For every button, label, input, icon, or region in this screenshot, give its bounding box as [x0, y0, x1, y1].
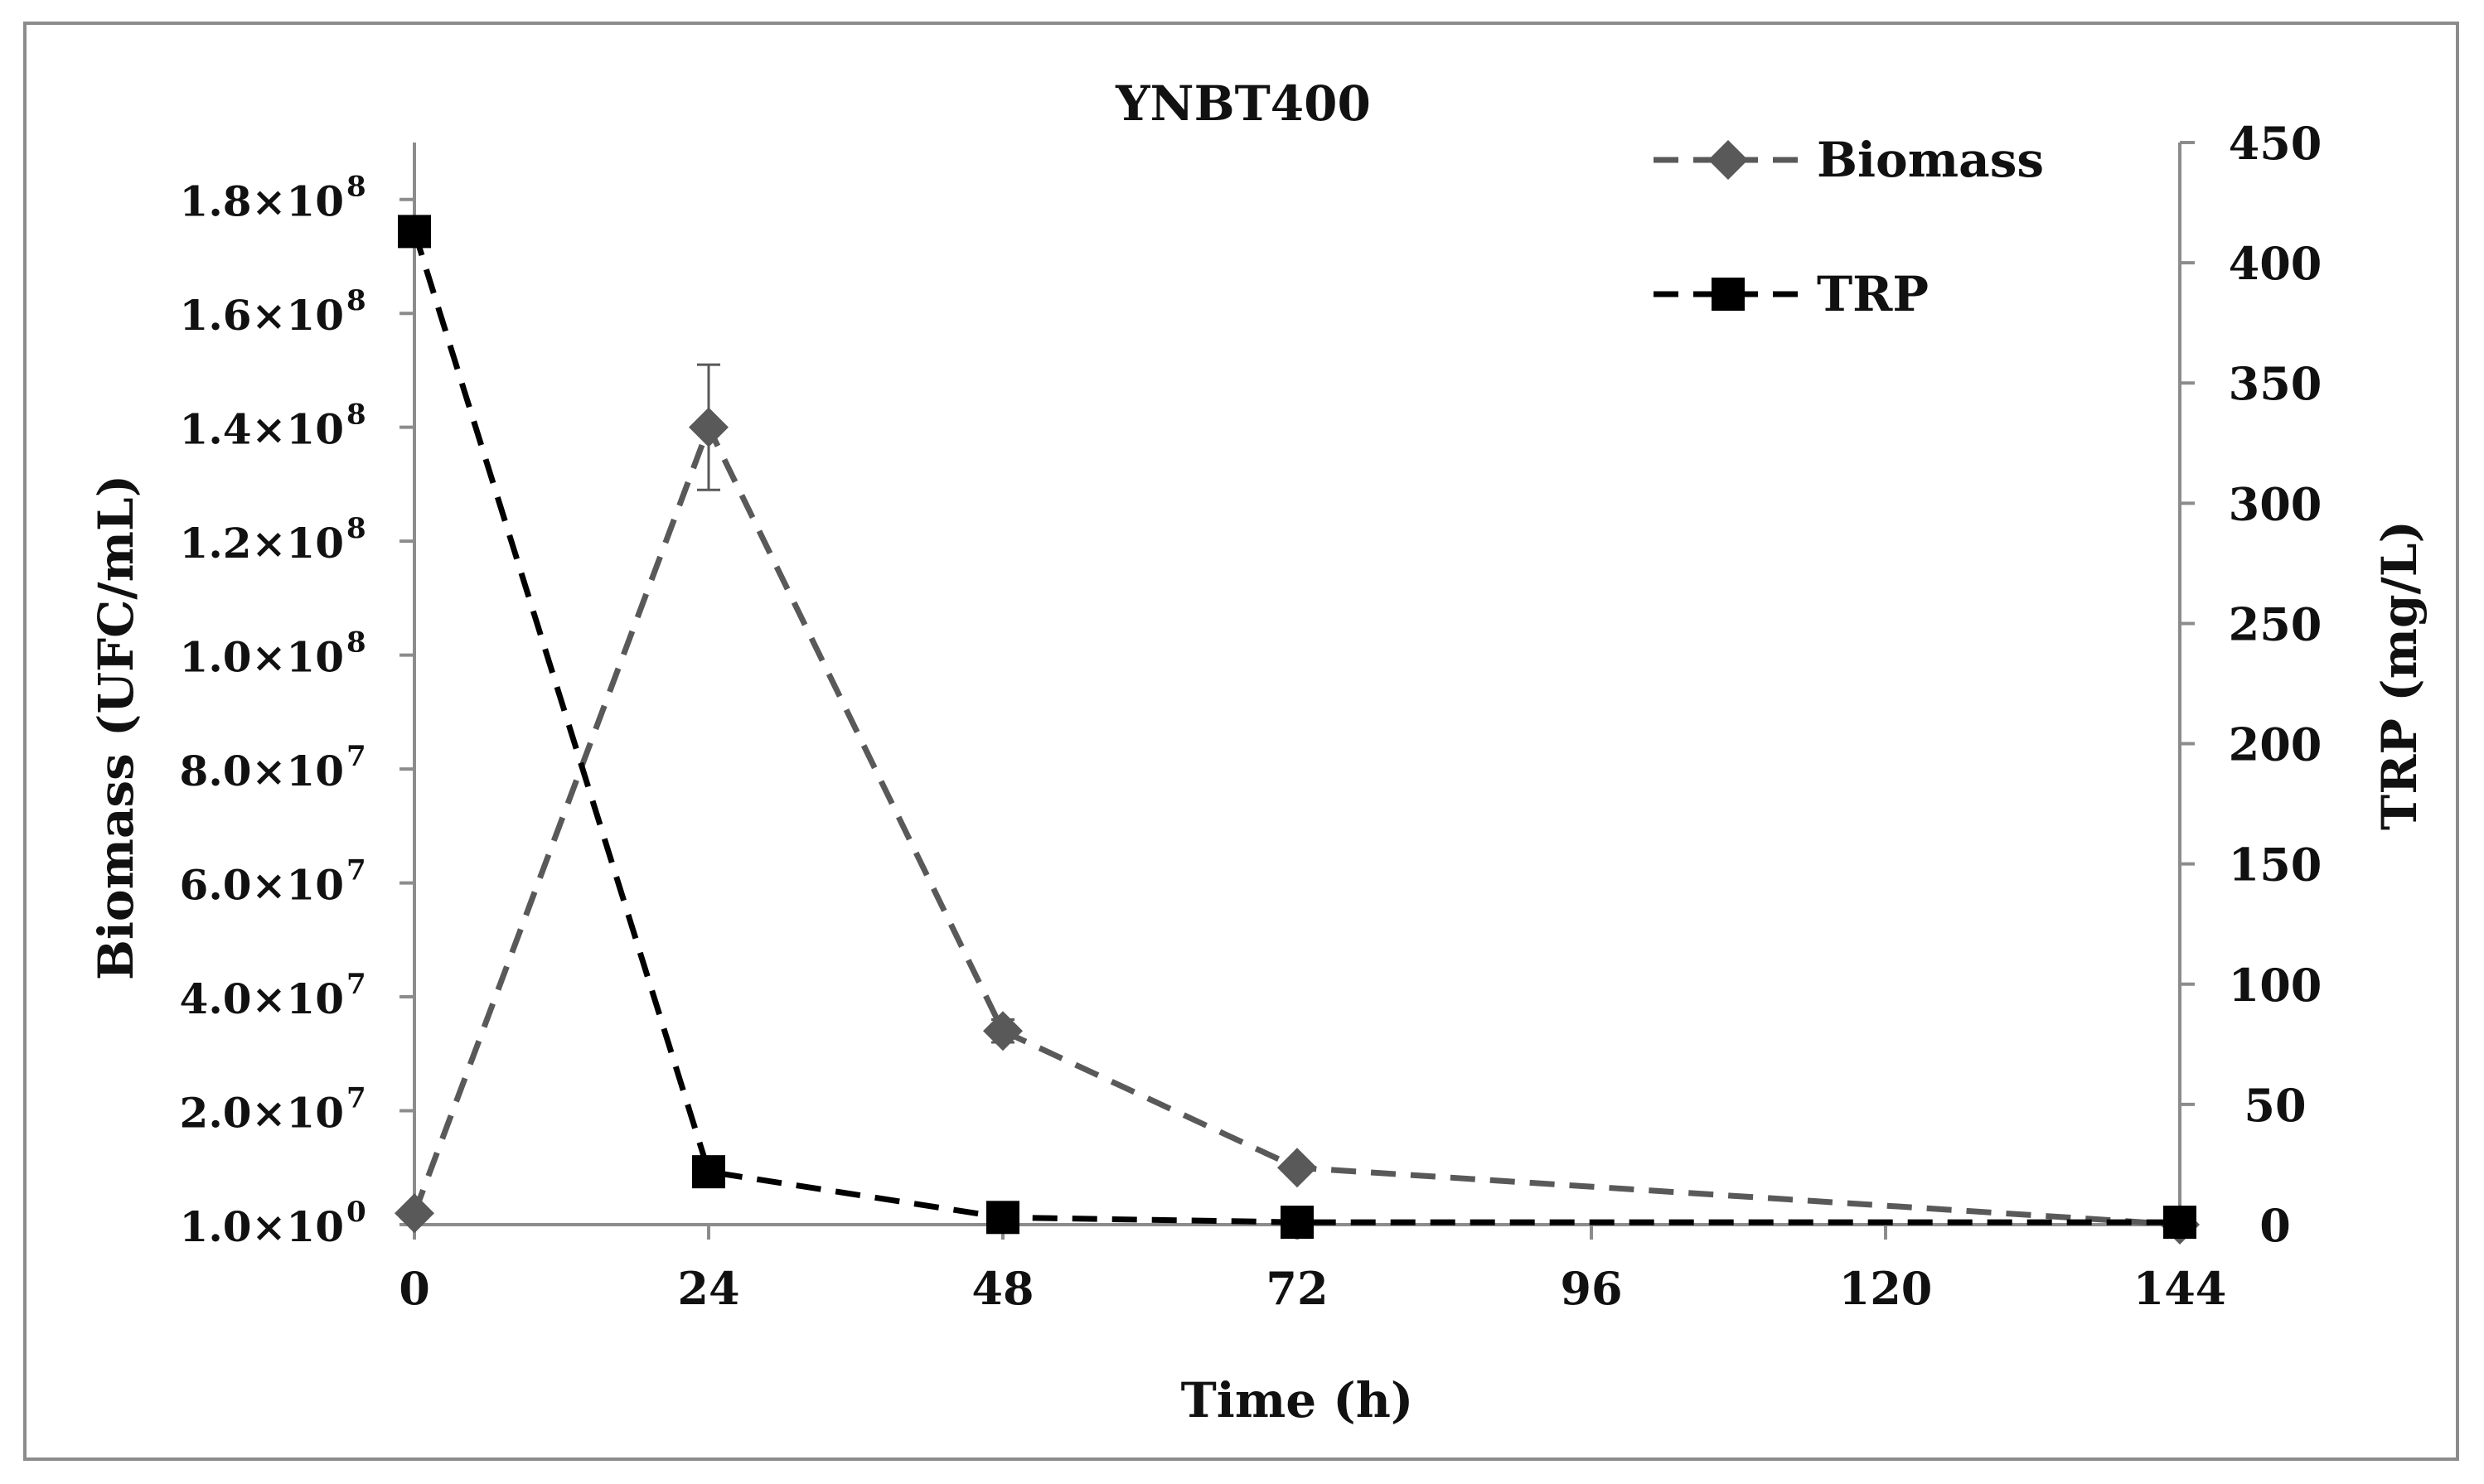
y2-tick-label: 50 [2244, 1079, 2306, 1132]
data-point-biomass [1277, 1148, 1317, 1188]
chart-title: YNBT400 [1115, 75, 1371, 132]
y-tick-exponent: 8 [346, 284, 366, 317]
y2-tick-label: 400 [2229, 237, 2322, 290]
y-tick-label: 1.6×10 [180, 291, 344, 340]
y-tick-label: 8.0×10 [180, 747, 344, 795]
y2-tick-label: 150 [2229, 839, 2322, 892]
data-point-biomass [395, 1193, 434, 1234]
legend-label-biomass: Biomass [1817, 132, 2044, 188]
y-tick-exponent: 8 [346, 399, 366, 432]
y-tick-label: 1.0×10 [180, 1202, 344, 1251]
y-tick-label: 1.4×10 [180, 405, 344, 454]
y-tick-label: 6.0×10 [180, 861, 344, 910]
legend-label-trp: TRP [1817, 266, 1929, 322]
y2-tick-label: 350 [2229, 357, 2322, 410]
y-tick-label: 1.2×10 [180, 519, 344, 568]
y-tick-exponent: 8 [346, 626, 366, 660]
y-axis-label: Biomass (UFC/mL) [88, 475, 144, 980]
legend-marker-trp [1712, 278, 1745, 311]
y-tick-exponent: 7 [346, 740, 366, 773]
y-tick-exponent: 0 [346, 1196, 366, 1229]
y2-tick-label: 100 [2229, 959, 2322, 1012]
y-tick-label: 4.0×10 [180, 974, 344, 1023]
y-tick-exponent: 7 [346, 968, 366, 1001]
y2-tick-label: 0 [2259, 1199, 2291, 1252]
y-tick-label: 2.0×10 [180, 1089, 344, 1138]
y2-axis-label: TRP (mg/L) [2371, 520, 2428, 830]
y2-tick-label: 300 [2229, 477, 2322, 530]
y2-tick-label: 450 [2229, 117, 2322, 170]
y2-tick-label: 250 [2229, 597, 2322, 650]
data-point-trp [986, 1201, 1019, 1235]
data-point-biomass [983, 1011, 1023, 1051]
series-line-biomass [411, 424, 2181, 1228]
data-point-trp [692, 1155, 725, 1189]
x-tick-label: 120 [1839, 1262, 1933, 1315]
y2-tick-label: 200 [2229, 718, 2322, 771]
y-tick-exponent: 7 [346, 1082, 366, 1115]
x-axis-label: Time (h) [1181, 1372, 1414, 1428]
data-point-trp [2163, 1206, 2196, 1240]
y-tick-exponent: 8 [346, 512, 366, 545]
x-tick-label: 96 [1560, 1262, 1622, 1315]
legend: Biomass TRP [1654, 132, 2044, 322]
y-tick-label: 1.0×10 [180, 633, 344, 682]
x-tick-label: 48 [971, 1262, 1034, 1315]
data-point-trp [1281, 1206, 1314, 1240]
x-tick-label: 0 [399, 1262, 430, 1315]
x-tick-label: 144 [2133, 1262, 2227, 1315]
y-tick-label: 1.8×10 [180, 177, 344, 226]
chart-frame [23, 22, 2459, 1461]
y-tick-exponent: 7 [346, 854, 366, 887]
x-tick-label: 72 [1266, 1262, 1328, 1315]
y-tick-exponent: 8 [346, 171, 366, 204]
data-point-biomass [689, 407, 729, 447]
data-point-trp [398, 215, 431, 249]
legend-marker-biomass [1708, 140, 1748, 180]
x-tick-label: 24 [677, 1262, 739, 1315]
